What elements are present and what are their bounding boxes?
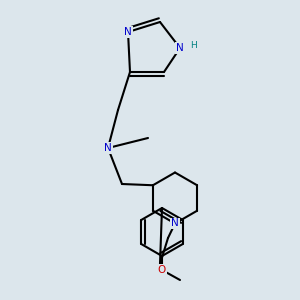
Text: H: H (190, 40, 197, 50)
Text: O: O (158, 265, 166, 275)
Text: N: N (104, 143, 112, 153)
Text: N: N (124, 27, 132, 37)
Text: N: N (171, 218, 179, 229)
Text: N: N (176, 43, 184, 53)
